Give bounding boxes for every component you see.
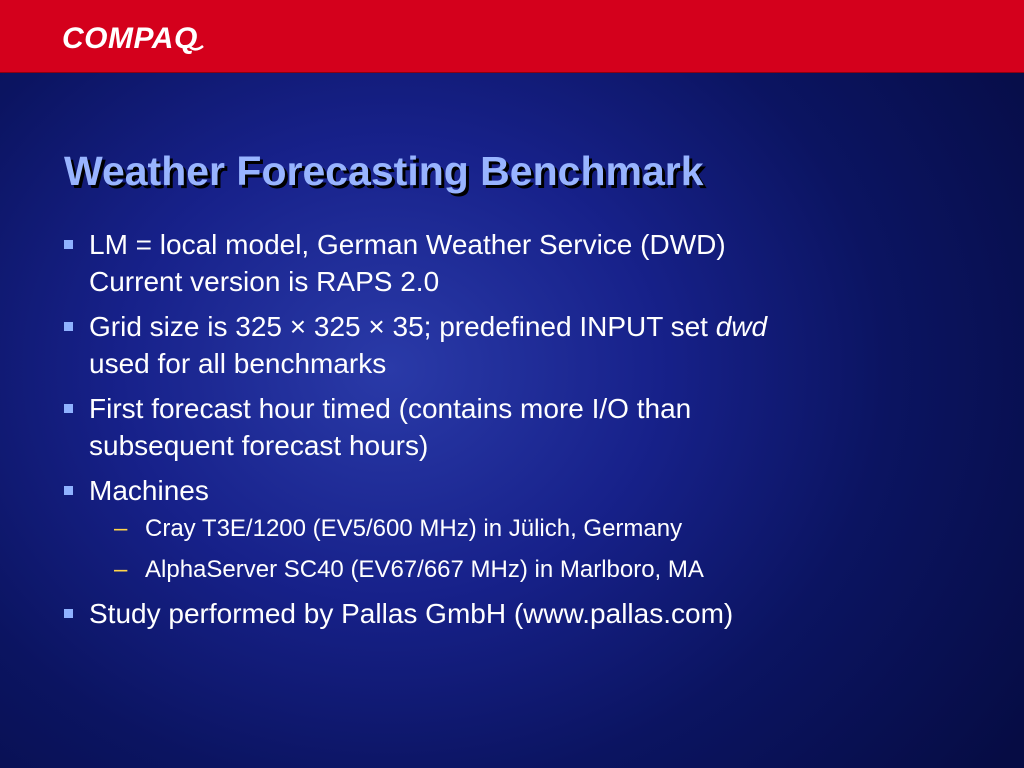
bullet-item: First forecast hour timed (contains more…	[64, 390, 964, 464]
dash-bullet-icon: –	[114, 515, 128, 542]
compaq-logo-mark: COMPAQ	[62, 22, 204, 54]
bullet-text: Grid size is 325 × 325 × 35; predefined …	[89, 311, 716, 342]
bullet-item: LM = local model, German Weather Service…	[64, 226, 964, 300]
bullet-text-line: First forecast hour timed (contains more…	[89, 393, 692, 424]
sub-bullet-text: Cray T3E/1200 (EV5/600 MHz) in Jülich, G…	[145, 515, 683, 542]
square-bullet-icon	[64, 609, 73, 618]
sub-bullet-text: AlphaServer SC40 (EV67/667 MHz) in Marlb…	[145, 556, 704, 583]
bullet-text-line: subsequent forecast hours)	[89, 430, 429, 461]
bullet-item: Study performed by Pallas GmbH (www.pall…	[64, 595, 964, 632]
dash-bullet-icon: –	[114, 556, 128, 583]
bullet-text-line: Grid size is 325 × 325 × 35; predefined …	[89, 308, 964, 345]
sub-bullet-item: – Cray T3E/1200 (EV5/600 MHz) in Jülich,…	[89, 513, 964, 545]
bullet-text-line: used for all benchmarks	[89, 348, 387, 379]
square-bullet-icon	[64, 240, 73, 249]
bullet-list: LM = local model, German Weather Service…	[64, 226, 964, 640]
compaq-logo: COMPAQ	[62, 20, 212, 54]
bullet-text-line: Study performed by Pallas GmbH (www.pall…	[89, 598, 734, 629]
bullet-text-line: Current version is RAPS 2.0	[89, 266, 440, 297]
bullet-text-line: LM = local model, German Weather Service…	[89, 229, 726, 260]
bullet-text-line: Machines	[89, 475, 209, 506]
compaq-logo-text: COMPAQ	[62, 22, 198, 54]
bullet-item: Machines – Cray T3E/1200 (EV5/600 MHz) i…	[64, 472, 964, 586]
square-bullet-icon	[64, 404, 73, 413]
bullet-item: Grid size is 325 × 325 × 35; predefined …	[64, 308, 964, 382]
sub-bullet-list: – Cray T3E/1200 (EV5/600 MHz) in Jülich,…	[89, 513, 964, 586]
square-bullet-icon	[64, 322, 73, 331]
square-bullet-icon	[64, 486, 73, 495]
bullet-italic-text: dwd	[715, 311, 768, 342]
sub-bullet-item: – AlphaServer SC40 (EV67/667 MHz) in Mar…	[89, 554, 964, 586]
slide-title: Weather Forecasting Benchmark	[64, 148, 704, 194]
brand-header-bar: COMPAQ	[0, 0, 1024, 73]
logo-swash	[189, 45, 204, 51]
